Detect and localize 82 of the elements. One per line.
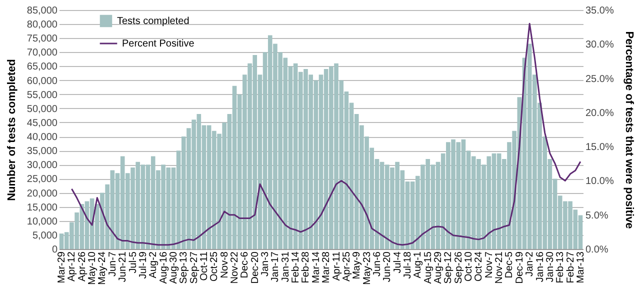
- y2-tick-label: 20.0%: [586, 108, 614, 119]
- y2-tick-label: 0.0%: [586, 244, 608, 256]
- x-tick-label: Feb-13: [555, 251, 566, 284]
- x-tick-label: Mar-14: [310, 251, 322, 284]
- x-tick-label: Dec-20: [250, 251, 261, 284]
- x-tick-label: Aug-2: [148, 251, 160, 278]
- x-tick-label: Apr-11: [331, 251, 342, 281]
- x-tick-label: Jun-6: [372, 251, 383, 277]
- y-tick-label: 35,000: [26, 146, 58, 158]
- y-tick-label: 30,000: [26, 160, 58, 172]
- x-tick-label: Nov-8: [219, 251, 230, 278]
- y-axis-title: Number of tests completed: [6, 59, 18, 201]
- x-tick-label: May-9: [352, 251, 363, 280]
- x-tick-label: Dec-19: [514, 251, 526, 284]
- legend-label: Tests completed: [117, 16, 190, 27]
- x-tick-label: Dec-6: [240, 251, 251, 278]
- x-tick-label: Jul-5: [128, 251, 139, 274]
- x-tick-label: Jul-19: [138, 251, 149, 279]
- x-tick-label: Jan-2: [524, 251, 536, 277]
- x-tick-label: Jan-31: [280, 251, 292, 282]
- x-tick-label: Sep-26: [453, 251, 464, 284]
- x-tick-label: Oct-10: [464, 251, 475, 282]
- y-tick-label: 15,000: [26, 202, 58, 214]
- x-tick-label: Sep-12: [443, 251, 454, 284]
- y-tick-label: 20,000: [26, 188, 58, 200]
- x-tick-label: Aug-16: [158, 251, 170, 284]
- x-tick-label: Jun-21: [118, 251, 129, 282]
- x-tick-label: Feb-28: [300, 251, 312, 284]
- x-tick-label: Jan-16: [534, 251, 546, 282]
- y2-tick-label: 5.0%: [586, 210, 608, 222]
- y-tick-label: 60,000: [26, 76, 58, 87]
- x-tick-label: Jan-30: [544, 251, 556, 282]
- x-tick-label: May-23: [362, 251, 373, 285]
- x-tick-label: Sep-13: [178, 251, 190, 284]
- x-tick-label: Aug-30: [168, 251, 180, 284]
- y2-tick-label: 15.0%: [586, 142, 614, 154]
- y-tick-label: 45,000: [26, 118, 58, 129]
- x-tick-label: Jun-20: [382, 251, 394, 282]
- x-tick-label: May-24: [97, 251, 108, 285]
- x-tick-label: Jan-3: [260, 251, 272, 277]
- x-tick-label: Jul-18: [402, 251, 414, 279]
- y2-tick-label: 30.0%: [586, 40, 614, 51]
- x-tick-label: Oct-11: [198, 251, 210, 281]
- y2-tick-label: 25.0%: [586, 74, 614, 85]
- y2-tick-label: 35.0%: [586, 6, 614, 16]
- y-tick-label: 5,000: [32, 230, 58, 242]
- y-tick-label: 50,000: [26, 104, 58, 115]
- x-tick-label: Aug-1: [412, 251, 424, 278]
- y-tick-label: 80,000: [26, 20, 58, 31]
- x-tick-label: Mar-13: [575, 251, 586, 284]
- x-tick-label: Sep-27: [188, 251, 200, 284]
- x-tick-label: Aug-15: [422, 251, 434, 284]
- x-tick-label: Aug-29: [433, 251, 444, 284]
- x-tick-label: Nov-22: [230, 251, 241, 284]
- x-tick-label: Apr-25: [341, 251, 352, 282]
- legend-label: Percent Positive: [122, 38, 195, 50]
- x-tick-label: Nov-7: [484, 251, 495, 278]
- y-tick-label: 25,000: [26, 174, 58, 186]
- y-tick-label: 65,000: [26, 62, 58, 73]
- x-tick-label: Jul-4: [392, 251, 404, 274]
- y-tick-label: 70,000: [26, 48, 58, 59]
- x-tick-label: Apr-26: [76, 251, 88, 282]
- x-tick-label: Oct-24: [474, 251, 485, 282]
- x-tick-label: Jan-17: [270, 251, 282, 282]
- x-tick-label: Apr-12: [66, 251, 78, 282]
- x-tick-label: Jun-7: [107, 251, 118, 277]
- y-tick-label: 40,000: [26, 132, 58, 144]
- x-tick-label: Mar-29: [56, 251, 68, 284]
- x-tick-label: Oct-25: [209, 251, 220, 282]
- y-tick-label: 55,000: [26, 90, 58, 101]
- y-tick-label: 0: [52, 244, 58, 256]
- y-tick-label: 10,000: [26, 216, 58, 228]
- x-tick-label: Mar-28: [321, 251, 332, 284]
- y2-axis-title: Percentage of tests that were positive: [622, 31, 635, 229]
- y-tick-label: 75,000: [26, 34, 58, 45]
- y-tick-label: 85,000: [26, 6, 58, 16]
- x-tick-label: Feb-14: [290, 251, 302, 284]
- x-tick-label: Feb-27: [565, 251, 576, 284]
- x-tick-label: Dec-5: [504, 251, 516, 278]
- x-tick-label: May-10: [87, 251, 98, 285]
- y2-tick-label: 10.0%: [586, 176, 614, 188]
- x-tick-label: Nov-21: [494, 251, 506, 284]
